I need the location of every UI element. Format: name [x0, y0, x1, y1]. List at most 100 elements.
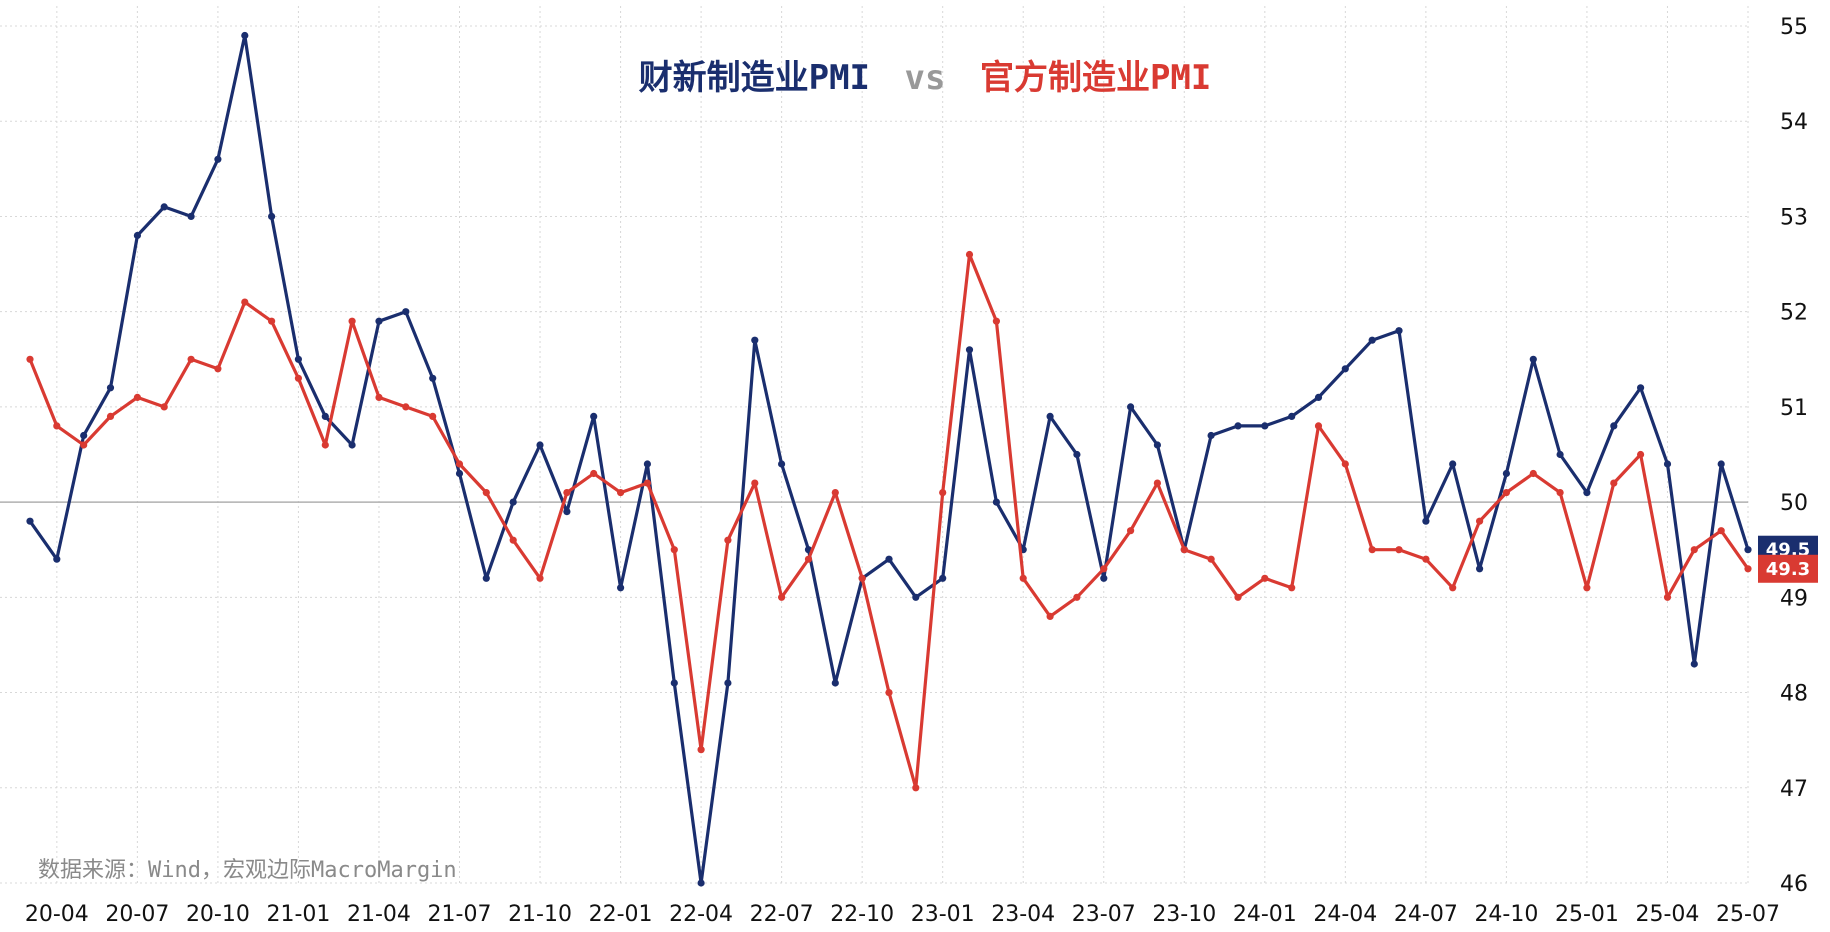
x-axis-tick-labels: 20-04 20-07 20-10 21-01 21-04 21-07 21-10 22-01… — [25, 902, 1780, 927]
data-point — [1261, 422, 1269, 430]
x-tick-label: 25-04 — [1636, 902, 1700, 927]
x-tick-label: 22-01 — [589, 902, 653, 927]
data-point — [294, 355, 302, 363]
data-point — [402, 308, 410, 316]
data-point — [1100, 565, 1108, 573]
data-point — [1207, 555, 1215, 563]
data-point — [1341, 460, 1349, 468]
data-point — [80, 441, 88, 449]
data-point — [992, 317, 1001, 325]
y-tick-label: 54 — [1780, 110, 1808, 135]
data-point — [751, 336, 759, 344]
data-point — [590, 469, 598, 478]
data-point — [778, 460, 786, 468]
data-point — [1583, 584, 1591, 592]
y-tick-label: 48 — [1780, 682, 1808, 707]
y-tick-label: 53 — [1780, 205, 1808, 230]
x-tick-label: 24-07 — [1394, 902, 1458, 927]
data-point — [402, 403, 410, 411]
x-tick-label: 23-07 — [1072, 902, 1136, 927]
data-point — [1610, 479, 1618, 487]
data-point — [1529, 469, 1537, 478]
data-point — [643, 479, 652, 487]
end-value-labels: 49.549.3 — [1758, 535, 1818, 583]
data-point — [831, 679, 839, 687]
data-point — [1180, 546, 1188, 554]
data-point — [1502, 489, 1510, 497]
data-point — [724, 679, 732, 687]
end-value-badge — [1758, 554, 1818, 583]
data-point — [1422, 555, 1430, 563]
data-point — [1314, 422, 1323, 430]
x-tick-label: 22-04 — [669, 902, 733, 927]
data-point — [1449, 460, 1457, 468]
data-point — [1019, 574, 1027, 582]
data-point — [214, 365, 222, 373]
title-vs: vs — [905, 58, 946, 98]
x-tick-label: 21-10 — [508, 902, 572, 927]
data-point — [1422, 517, 1430, 525]
x-tick-label: 25-07 — [1716, 902, 1780, 927]
data-point — [482, 574, 490, 582]
data-point — [1502, 469, 1510, 478]
vertical-gridlines — [56, 6, 1749, 883]
series-line — [28, 33, 1750, 885]
source-note: 数据来源：Wind，宏观边际MacroMargin — [38, 858, 457, 883]
data-point — [133, 231, 141, 240]
y-tick-label: 51 — [1780, 396, 1808, 421]
data-point — [455, 469, 464, 478]
data-point — [1153, 441, 1161, 449]
data-point — [1690, 546, 1698, 554]
x-tick-label: 24-04 — [1313, 902, 1377, 927]
data-point — [1744, 546, 1752, 554]
data-point — [1368, 546, 1376, 554]
data-point — [321, 412, 329, 420]
data-point — [912, 784, 920, 792]
data-point — [1663, 593, 1672, 601]
data-point — [885, 555, 893, 563]
data-point — [348, 317, 356, 325]
data-point — [187, 355, 195, 363]
series-2 — [26, 250, 1752, 792]
data-point — [885, 689, 893, 697]
data-point — [965, 250, 974, 259]
data-point — [1637, 450, 1645, 459]
data-point — [1234, 422, 1242, 430]
data-point — [1288, 584, 1296, 592]
data-point — [1663, 460, 1672, 468]
data-point — [1314, 393, 1323, 401]
data-point — [106, 412, 115, 420]
x-tick-label: 21-07 — [428, 902, 492, 927]
data-point — [160, 203, 168, 211]
data-point — [509, 536, 517, 544]
data-point — [831, 489, 839, 497]
data-point — [804, 555, 813, 563]
data-point — [697, 746, 705, 754]
data-point — [1288, 412, 1296, 420]
data-point — [482, 489, 490, 497]
data-point — [1476, 517, 1484, 525]
x-tick-label: 24-10 — [1474, 902, 1538, 927]
data-point — [455, 460, 464, 468]
data-point — [429, 412, 437, 420]
x-tick-label: 21-04 — [347, 902, 411, 927]
data-point — [992, 498, 1001, 506]
x-tick-label: 23-04 — [991, 902, 1055, 927]
data-point — [1341, 365, 1349, 373]
data-point — [214, 155, 222, 163]
data-point — [241, 31, 249, 40]
data-point — [429, 374, 437, 382]
series-1 — [26, 31, 1752, 887]
data-point — [321, 441, 329, 449]
data-point — [1073, 450, 1081, 459]
data-point — [1637, 384, 1645, 392]
data-point — [536, 574, 544, 582]
data-point — [724, 536, 732, 544]
y-tick-label: 50 — [1780, 491, 1808, 516]
data-point — [1744, 565, 1752, 573]
data-point — [26, 517, 34, 525]
y-tick-label: 46 — [1780, 872, 1808, 897]
data-point — [1100, 574, 1108, 582]
data-point — [536, 441, 544, 449]
